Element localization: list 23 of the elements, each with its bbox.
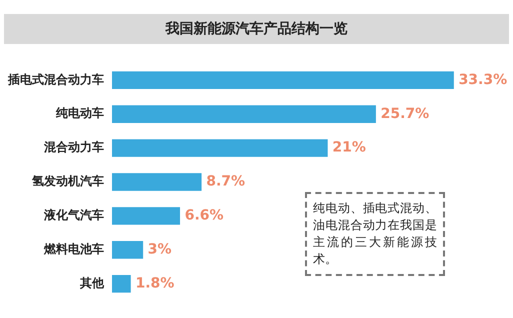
data-label: 1.8% xyxy=(135,275,174,292)
bar xyxy=(112,71,454,89)
bar xyxy=(112,139,328,157)
y-tick-label: 纯电动车 xyxy=(55,106,104,120)
y-tick-label: 其他 xyxy=(79,276,105,290)
y-tick-label: 氢发动机汽车 xyxy=(31,174,104,188)
bar xyxy=(112,207,180,225)
y-tick-label: 插电式混合动力车 xyxy=(7,72,104,86)
data-label: 6.6% xyxy=(184,208,224,224)
annotation: 纯电动、插电式混动、油电混合动力在我国是主流的三大新能源技术。 xyxy=(305,192,445,276)
chart-title: 我国新能源汽车产品结构一览 xyxy=(4,14,509,44)
y-tick-label: 混合动力车 xyxy=(43,140,104,154)
bar xyxy=(112,275,131,293)
data-label: 25.7% xyxy=(380,106,430,122)
data-label: 8.7% xyxy=(206,174,246,190)
data-label: 21% xyxy=(332,140,366,156)
y-tick-label: 液化气汽车 xyxy=(43,208,104,222)
bar xyxy=(112,173,202,191)
data-label: 3% xyxy=(148,242,172,258)
bar xyxy=(112,241,144,259)
y-tick-label: 燃料电池车 xyxy=(43,242,104,256)
data-label: 33.3% xyxy=(458,72,508,88)
bar xyxy=(112,105,376,123)
